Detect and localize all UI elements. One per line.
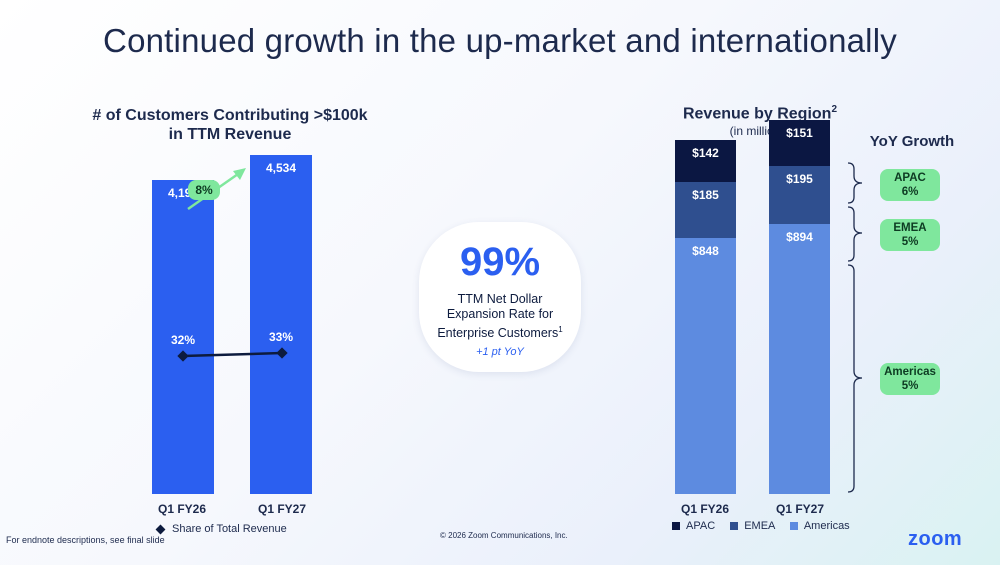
segment-emea-q1-fy26: $185: [675, 182, 736, 239]
right-legend: APAC EMEA Americas: [672, 520, 850, 532]
growth-arrow-head: [233, 168, 246, 180]
pill-americas: Americas 5%: [880, 363, 940, 395]
legend-label-emea: EMEA: [744, 520, 775, 532]
right-chart-title: Revenue by Region2: [660, 104, 860, 123]
ndr-line1: TTM Net Dollar: [457, 292, 543, 306]
zoom-logo: zoom: [908, 528, 963, 550]
pill-emea-value: 5%: [901, 236, 919, 248]
pill-apac: APAC 6%: [880, 169, 940, 201]
endnote-text: For endnote descriptions, see final slid…: [6, 535, 165, 545]
segment-americas-q1-fy26: $848: [675, 238, 736, 494]
x-label-region-q1-fy27: Q1 FY27: [775, 502, 825, 516]
right-title-footnote-mark: 2: [831, 104, 838, 115]
apac-brace: [847, 162, 863, 204]
segment-apac-q1-fy26: $142: [675, 139, 736, 183]
share-trend-line: [182, 351, 283, 358]
yoy-growth-title: YoY Growth: [869, 133, 955, 150]
ndr-line3-wrap: Enterprise Customers1: [419, 322, 581, 341]
legend-label-apac: APAC: [686, 520, 716, 532]
pill-apac-value: 6%: [901, 186, 919, 198]
segment-label-apac-q1-fy27: $151: [786, 126, 813, 140]
x-label-q1-fy27: Q1 FY27: [257, 502, 307, 516]
ndr-value: 99%: [459, 240, 541, 284]
segment-label-americas-q1-fy27: $894: [786, 230, 813, 245]
ndr-footnote-mark: 1: [558, 325, 563, 334]
x-label-q1-fy26: Q1 FY26: [157, 502, 207, 516]
right-chart-subtitle: (in millions): [729, 124, 791, 138]
left-chart-title: # of Customers Contributing >$100k in TT…: [70, 106, 390, 144]
left-chart-title-line1: # of Customers Contributing >$100k: [92, 107, 368, 124]
ndr-description: TTM Net Dollar Expansion Rate for Enterp…: [419, 292, 581, 341]
segment-label-emea-q1-fy27: $195: [786, 171, 813, 186]
customers-value-label-q1-fy27: 4,534: [265, 160, 297, 175]
pill-americas-name: Americas: [884, 366, 936, 378]
share-point-q1-fy26: [177, 350, 189, 362]
diamond-icon: [155, 524, 166, 535]
left-chart-title-line2: in TTM Revenue: [168, 126, 292, 143]
growth-pill: 8%: [188, 180, 220, 200]
legend-swatch-emea: [730, 522, 739, 531]
legend-swatch-apac: [672, 522, 680, 531]
slide-title: Continued growth in the up-market and in…: [103, 22, 897, 59]
segment-label-apac-q1-fy26: $142: [692, 145, 719, 160]
copyright-text: © 2026 Zoom Communications, Inc.: [440, 531, 568, 540]
ndr-line2: Expansion Rate for: [446, 307, 554, 321]
legend-label-americas: Americas: [803, 520, 850, 532]
segment-emea-q1-fy27: $195: [769, 165, 830, 225]
share-point-q1-fy27: [276, 347, 288, 359]
region-braces: [847, 162, 863, 493]
share-label-q1-fy27: 33%: [268, 330, 294, 344]
customers-bar-q1-fy27: [250, 154, 312, 494]
pill-apac-name: APAC: [894, 172, 926, 184]
left-legend-label: Share of Total Revenue: [172, 523, 287, 535]
segment-label-emea-q1-fy26: $185: [692, 188, 719, 203]
segment-apac-q1-fy27: $151: [769, 120, 830, 166]
americas-brace: [847, 264, 863, 493]
right-chart-title-text: Revenue by Region: [682, 105, 832, 123]
segment-americas-q1-fy27: $894: [769, 224, 830, 494]
legend-swatch-americas: [789, 522, 798, 531]
share-label-q1-fy26: 32%: [170, 333, 196, 347]
emea-brace: [847, 206, 863, 262]
ndr-yoy: +1 pt YoY: [476, 346, 524, 358]
segment-label-americas-q1-fy26: $848: [692, 244, 719, 259]
ndr-callout: 99% TTM Net Dollar Expansion Rate for En…: [419, 222, 581, 372]
pill-americas-value: 5%: [901, 380, 919, 392]
pill-emea: EMEA 5%: [880, 219, 940, 251]
ndr-line3: Enterprise Customers: [437, 326, 559, 341]
pill-emea-name: EMEA: [893, 222, 927, 234]
x-label-region-q1-fy26: Q1 FY26: [680, 502, 730, 516]
customers-bar-q1-fy26: [152, 180, 214, 494]
left-legend: Share of Total Revenue: [155, 523, 287, 535]
